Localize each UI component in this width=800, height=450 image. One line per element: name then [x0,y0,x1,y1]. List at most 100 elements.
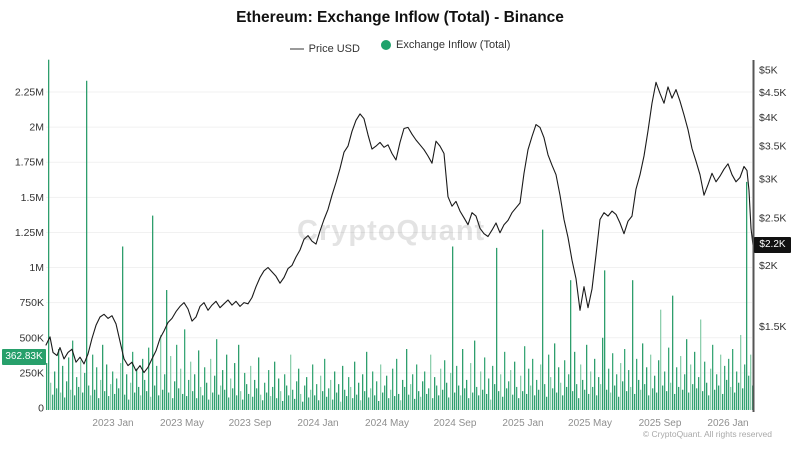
inflow-bar [564,360,566,410]
x-axis-tick-label: 2024 Sep [434,418,477,429]
inflow-bar [474,340,476,410]
inflow-bar [496,247,498,410]
x-axis-tick-label: 2024 May [365,418,409,429]
inflow-bar [414,398,416,410]
inflow-bar [58,349,60,410]
left-axis-tick-label: 500K [19,332,44,344]
inflow-bar [84,372,86,410]
inflow-bar [654,375,656,410]
inflow-bar [50,382,52,410]
inflow-bar [370,388,372,410]
right-axis-tick-label: $2.5K [759,212,786,224]
inflow-bar [668,347,670,410]
inflow-bar [410,384,412,410]
inflow-bar [466,379,468,410]
inflow-bar [310,389,312,410]
inflow-bar [182,393,184,410]
inflow-bar [392,368,394,410]
inflow-bar [492,365,494,410]
inflow-bar [90,395,92,410]
inflow-bar [100,379,102,410]
legend-item-exchange-inflow[interactable]: Exchange Inflow (Total) [381,39,510,51]
inflow-bar [746,181,748,410]
inflow-bar [450,372,452,410]
inflow-bar [676,367,678,410]
inflow-bar [124,394,126,410]
inflow-bar [490,399,492,410]
inflow-bar [406,349,408,410]
inflow-bar [722,393,724,410]
inflow-bar [200,386,202,410]
inflow-bar [68,357,70,410]
left-axis-tick-label: 1.25M [15,227,44,239]
inflow-bar [434,377,436,410]
inflow-bar [458,385,460,410]
inflow-bar [670,382,672,410]
inflow-bar [62,365,64,410]
left-axis-tick-label: 1M [29,262,44,274]
inflow-bar [374,395,376,410]
inflow-bar [232,388,234,410]
inflow-bar [338,384,340,410]
inflow-bar [520,375,522,410]
inflow-bar [488,378,490,410]
inflow-bar [162,389,164,410]
inflow-bar [618,396,620,410]
inflow-bar [476,386,478,410]
inflow-bar [412,374,414,410]
inflow-bar [732,349,734,410]
inflow-bar [748,375,750,410]
inflow-bar [386,375,388,410]
inflow-bar [290,354,292,410]
inflow-bar [420,396,422,410]
inflow-bar [174,381,176,410]
inflow-bar [536,379,538,410]
inflow-bar [252,396,254,410]
inflow-bar [346,396,348,410]
inflow-bar [316,384,318,410]
inflow-bar [102,344,104,410]
legend-item-price-usd[interactable]: Price USD [289,43,360,55]
inflow-bar [452,246,454,410]
inflow-bar [366,351,368,410]
inflow-bar [328,388,330,410]
inflow-bar [482,389,484,410]
right-axis-current-badge: $2.2K [754,237,791,253]
inflow-bar [606,389,608,410]
inflow-bar [418,391,420,410]
inflow-bar [396,358,398,410]
inflow-bar [106,364,108,410]
inflow-bar [532,358,534,410]
inflow-bar [324,358,326,410]
inflow-bar [198,350,200,410]
inflow-bar [550,377,552,410]
right-axis-tick-label: $3.5K [759,141,786,153]
copyright-notice: © CryptoQuant. All rights reserved [642,429,772,439]
inflow-bar [446,382,448,410]
right-axis-tick-label: $1.5K [759,321,786,333]
inflow-bar [358,382,360,410]
inflow-bar [512,394,514,410]
inflow-bar [636,358,638,410]
inflow-bar [144,379,146,410]
inflow-bar [588,393,590,410]
inflow-bar [96,367,98,410]
inflow-bar [166,290,168,410]
inflow-bar [462,349,464,410]
inflow-bar [60,392,62,410]
left-axis-tick-label: 0 [38,403,44,415]
inflow-bar [286,385,288,410]
inflow-bar [660,309,662,410]
inflow-bar [148,347,150,410]
inflow-bar [80,360,82,410]
inflow-bar [558,367,560,410]
inflow-bar [350,386,352,410]
inflow-bar [140,395,142,410]
inflow-bar [408,394,410,410]
inflow-bar [720,354,722,410]
inflow-bar [192,391,194,410]
left-axis-current-badge: 362.83K [2,349,46,365]
inflow-bar [454,392,456,410]
inflow-bar [416,364,418,410]
